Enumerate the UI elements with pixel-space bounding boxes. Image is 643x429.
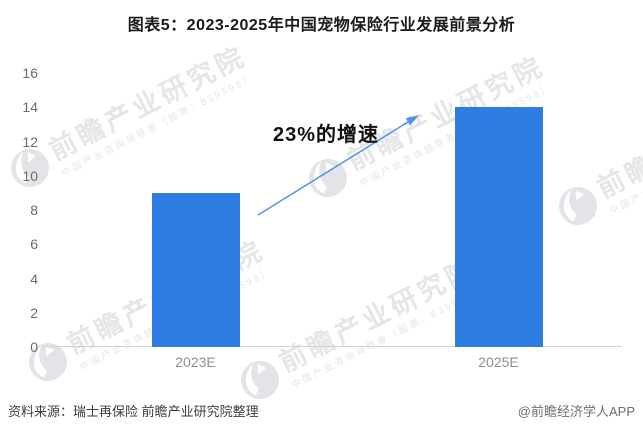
y-tick-label: 2: [30, 304, 38, 321]
x-axis-line: [42, 346, 622, 347]
credit-note: @前瞻经济学人APP: [517, 404, 635, 419]
y-tick-label: 10: [22, 167, 38, 184]
growth-annotation: 23%的增速: [272, 124, 380, 146]
bar-2023E: [151, 192, 240, 347]
y-tick-label: 12: [22, 133, 38, 150]
source-note: 资料来源：瑞士再保险 前瞻产业研究院整理: [8, 404, 259, 419]
x-tick-label: 2025E: [478, 354, 519, 370]
bar-2025E: [454, 107, 543, 347]
y-tick-label: 14: [22, 99, 38, 116]
y-tick-label: 8: [30, 202, 38, 218]
y-tick-label: 4: [30, 270, 38, 287]
x-tick-label: 2023E: [175, 354, 216, 370]
y-tick-label: 16: [22, 65, 38, 81]
chart-title: 图表5：2023-2025年中国宠物保险行业发展前景分析: [127, 17, 516, 34]
y-tick-label: 6: [30, 236, 38, 253]
y-tick-label: 0: [30, 339, 38, 355]
